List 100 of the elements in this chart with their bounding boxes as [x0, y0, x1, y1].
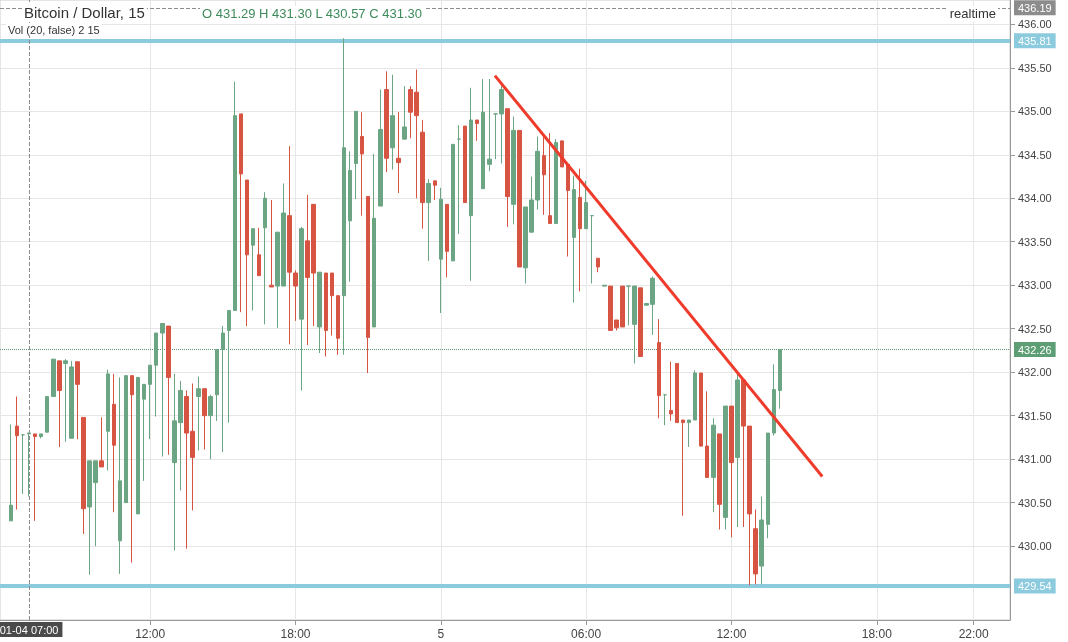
candlestick [227, 309, 231, 424]
candlestick [360, 111, 364, 217]
y-tick-label: 430.00 [1018, 540, 1052, 553]
y-tick-label: 435.50 [1018, 61, 1052, 74]
candlestick [753, 509, 758, 585]
candlestick [221, 325, 225, 453]
x-tick-label: 12:00 [135, 627, 166, 641]
candlestick [239, 113, 243, 313]
candlestick [384, 70, 389, 173]
candlestick [517, 129, 522, 268]
candlestick [481, 78, 485, 190]
candlestick [136, 376, 140, 515]
candlestick [106, 369, 110, 471]
candlestick [723, 405, 728, 531]
y-tick-label: 435.00 [1018, 105, 1052, 118]
x-tick-label: 06:00 [571, 627, 602, 641]
x-tick-label: 18:00 [861, 627, 893, 641]
candlestick [354, 110, 358, 200]
candlestick [348, 150, 352, 283]
candlestick [705, 390, 709, 478]
candlestick [548, 132, 552, 224]
ref-line-label: 436.19 [1018, 1, 1052, 14]
candlestick [118, 376, 122, 575]
candlestick [463, 125, 467, 204]
ref-line-label: 429.54 [1018, 580, 1052, 593]
candlestick [75, 361, 80, 440]
candlestick [27, 432, 31, 498]
x-tick-label: 18:00 [280, 627, 311, 641]
y-tick-label: 436.00 [1018, 18, 1052, 31]
candlestick [445, 203, 449, 278]
candlestick [457, 124, 461, 235]
candlestick [39, 433, 43, 439]
candlestick [566, 163, 570, 258]
candlestick [693, 369, 697, 421]
candlestick [142, 383, 146, 482]
candlestick [735, 373, 740, 528]
candlestick [596, 257, 600, 273]
candlestick [675, 362, 679, 424]
candlestick [439, 187, 443, 314]
candlestick [166, 325, 171, 456]
candlestick [15, 396, 19, 511]
candlestick [269, 199, 274, 288]
candlestick [154, 332, 158, 418]
candlestick [469, 87, 473, 282]
candlestick [657, 318, 661, 419]
candlestick [372, 153, 376, 328]
candlestick [390, 74, 395, 171]
chart-title: Bitcoin / Dollar, 15 [24, 4, 145, 21]
candlestick [766, 432, 770, 539]
y-tick-label: 433.50 [1018, 235, 1052, 248]
candlestick [342, 37, 346, 356]
candlestick [9, 423, 13, 522]
candlestick [420, 119, 425, 230]
candlestick [511, 116, 516, 225]
candlestick [717, 433, 722, 531]
candlestick [263, 191, 267, 325]
candlestick [81, 416, 86, 535]
ref-line-label: 01-04 07:00 [0, 623, 59, 636]
candlestick [160, 322, 165, 458]
candlestick [396, 111, 401, 194]
candlestick [336, 295, 340, 356]
candlestick [130, 375, 134, 564]
candlestick [475, 119, 479, 142]
candlestick [196, 376, 201, 451]
y-tick-label: 433.00 [1018, 279, 1052, 292]
candlestick [45, 396, 49, 433]
candlestick [426, 178, 431, 262]
candlestick [590, 215, 594, 284]
candlestick [505, 108, 510, 228]
candlestick [69, 360, 74, 439]
candlestick [578, 168, 582, 292]
candlestick [257, 227, 261, 277]
annotation: realtime [949, 6, 997, 21]
candlestick [124, 375, 128, 504]
candlestick [251, 228, 255, 311]
candlestick [233, 81, 237, 311]
candlestick [602, 284, 607, 287]
candlestick [669, 361, 673, 422]
y-tick-label: 434.00 [1018, 192, 1052, 205]
candlestick [681, 419, 685, 517]
candlestick [324, 272, 328, 358]
candlestick [572, 175, 576, 304]
y-tick-label: 431.00 [1018, 453, 1052, 466]
candlestick [433, 180, 437, 201]
candlestick [63, 358, 68, 443]
y-tick-label: 431.50 [1018, 409, 1052, 422]
candlestick [112, 373, 116, 513]
candlestick [638, 287, 643, 358]
candlestick [99, 416, 104, 468]
ref-line-label: 435.81 [1018, 34, 1052, 47]
candlestick [402, 85, 407, 140]
candlestick [21, 434, 25, 495]
y-tick-label: 430.50 [1018, 496, 1052, 509]
y-tick-label: 432.00 [1018, 366, 1052, 379]
candlestick [215, 349, 219, 422]
candlestick [317, 271, 322, 354]
candlestick [487, 78, 492, 172]
candlestick [366, 196, 370, 374]
x-tick-label: 12:00 [716, 627, 747, 641]
candlestick [542, 136, 546, 216]
